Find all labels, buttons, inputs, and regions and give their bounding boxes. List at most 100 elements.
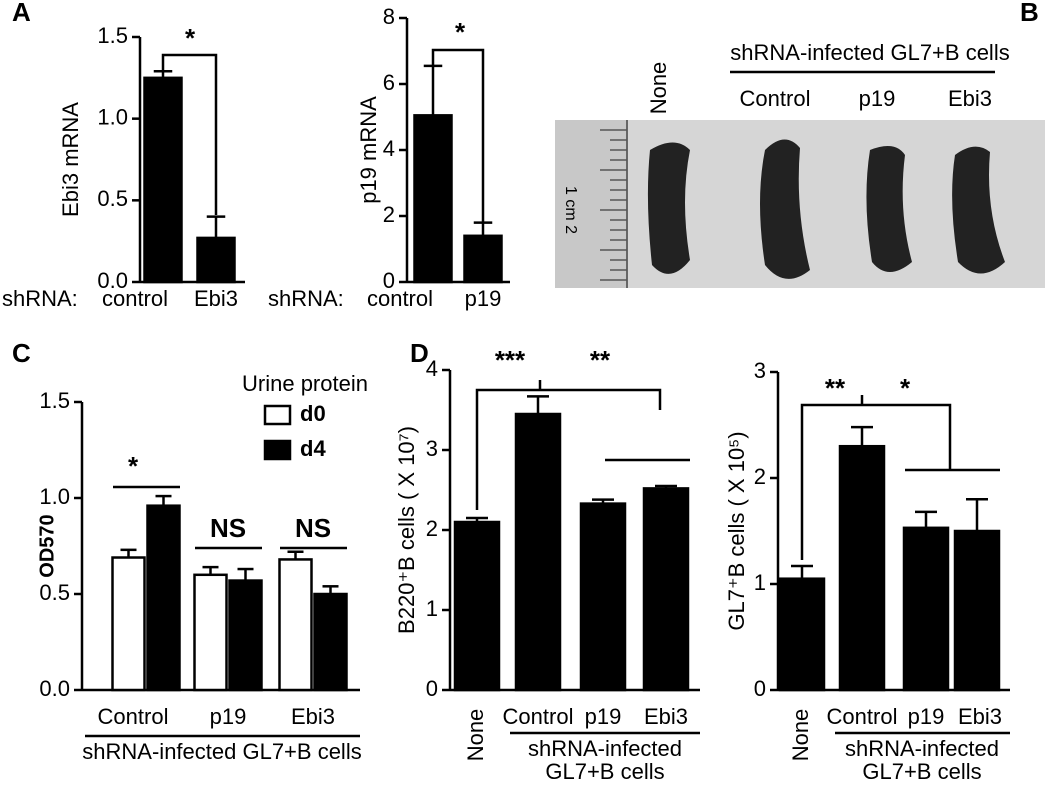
x-prefix: shRNA:: [268, 286, 344, 311]
y-axis-label: GL7⁺B cells ( X 10⁵): [724, 431, 749, 630]
y-axis-label: OD570: [36, 514, 58, 577]
group-label: shRNA-infected GL7+B cells: [730, 40, 1009, 65]
group-label: GL7+B cells: [862, 759, 981, 784]
ruler-label: 1 cm 2: [562, 186, 579, 234]
bar: [453, 520, 501, 692]
y-tick-label: 0: [754, 676, 766, 701]
column-label: Ebi3: [948, 86, 992, 111]
y-tick-label: 3: [754, 358, 766, 383]
column-label: p19: [859, 86, 896, 111]
error-bar: [202, 565, 219, 575]
bar: [146, 504, 181, 692]
y-axis-label: B220⁺B cells ( X 10⁷): [394, 426, 419, 634]
error-bar: [423, 64, 443, 116]
error-bar: [466, 516, 488, 522]
significance-bracket: [431, 48, 485, 223]
bar: [193, 573, 228, 692]
bar: [143, 76, 183, 284]
annotation: *: [900, 373, 911, 403]
x-tick-label: p19: [585, 704, 622, 729]
annotation: NS: [210, 513, 246, 543]
error-bar: [966, 497, 988, 531]
y-tick-label: 1: [754, 570, 766, 595]
annotation: *: [455, 17, 466, 47]
chart-title: Urine protein: [242, 371, 368, 396]
bar: [778, 577, 826, 692]
x-tick-label: Ebi3: [291, 704, 335, 729]
y-tick-label: 4: [426, 356, 438, 381]
error-bar: [120, 548, 137, 558]
error-bar: [153, 70, 173, 78]
annotation: NS: [295, 513, 331, 543]
error-bar: [322, 585, 339, 594]
group-label: shRNA-infected: [528, 736, 682, 761]
x-tick-label: Ebi3: [958, 704, 1002, 729]
spleen: [866, 146, 912, 272]
column-label: None: [646, 62, 671, 115]
x-tick-label: Control: [503, 704, 574, 729]
y-tick-label: 3: [426, 436, 438, 461]
ruler-ticks: [600, 129, 627, 281]
bar: [278, 558, 313, 692]
x-tick-label: p19: [210, 704, 247, 729]
annotation: **: [825, 373, 846, 403]
x-tick-label: p19: [465, 286, 502, 311]
x-tick-label: Control: [827, 704, 898, 729]
x-tick-label: p19: [908, 704, 945, 729]
x-tick-label: None: [463, 709, 488, 762]
significance-bracket: [161, 53, 218, 215]
error-bar: [287, 550, 304, 560]
spleen: [760, 139, 810, 279]
y-tick-label: 1.5: [39, 388, 70, 413]
y-tick-label: 0.5: [39, 580, 70, 605]
y-tick-label: 0.0: [39, 676, 70, 701]
y-tick-label: 0: [383, 268, 395, 293]
y-axis-label: Ebi3 mRNA: [58, 102, 83, 217]
x-tick-label: Control: [98, 704, 169, 729]
x-tick-label: control: [102, 286, 168, 311]
spleen: [647, 142, 690, 274]
y-tick-label: 1: [426, 596, 438, 621]
y-tick-label: 2: [383, 202, 395, 227]
x-tick-label: None: [788, 709, 813, 762]
x-tick-label: Ebi3: [194, 286, 238, 311]
x-tick-label: Ebi3: [644, 704, 688, 729]
y-tick-label: 1.5: [97, 23, 128, 48]
y-tick-label: 4: [383, 136, 395, 161]
y-tick-label: 2: [754, 464, 766, 489]
bar: [642, 487, 690, 692]
error-bar: [527, 395, 549, 414]
bar: [463, 234, 503, 284]
y-tick-label: 1.0: [39, 484, 70, 509]
legend-swatch: [263, 404, 292, 426]
x-prefix: shRNA:: [2, 286, 78, 311]
y-tick-label: 1.0: [97, 104, 128, 129]
column-label: Control: [740, 86, 811, 111]
legend-swatch: [263, 439, 292, 461]
error-bar: [206, 215, 226, 238]
significance-bracket: [800, 403, 952, 560]
annotation: **: [590, 345, 611, 375]
panel-letter: C: [12, 338, 31, 368]
error-bar: [655, 484, 677, 489]
bar: [313, 592, 348, 692]
group-label: shRNA-infected: [845, 736, 999, 761]
x-tick-label: control: [367, 286, 433, 311]
error-bar: [592, 498, 614, 504]
bar: [902, 526, 950, 692]
y-tick-label: 0.0: [97, 268, 128, 293]
significance-bracket: [475, 388, 662, 510]
error-bar: [791, 564, 813, 579]
y-tick-label: 6: [383, 70, 395, 95]
y-axis-label: p19 mRNA: [356, 96, 381, 204]
bar: [111, 556, 146, 692]
bar: [413, 114, 453, 284]
error-bar: [851, 425, 873, 447]
bar: [838, 444, 886, 692]
bar: [514, 412, 562, 692]
error-bar: [473, 221, 493, 236]
group-label: shRNA-infected GL7+B cells: [82, 739, 361, 764]
spleen: [952, 146, 1005, 274]
